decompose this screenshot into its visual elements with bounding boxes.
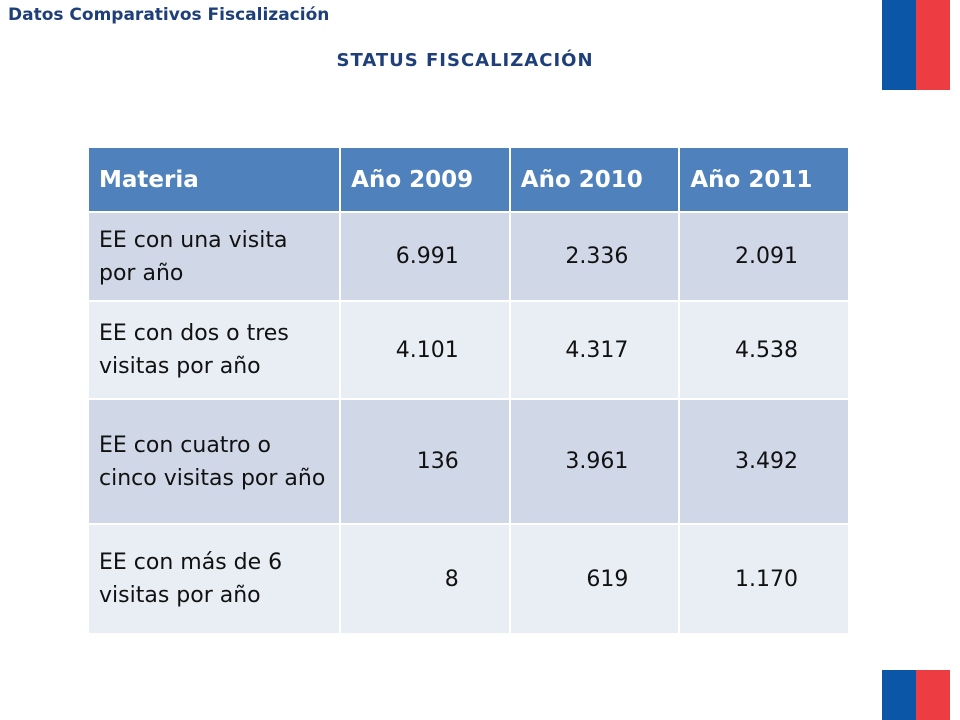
flag-blue-band xyxy=(882,670,916,720)
slide-subtitle: STATUS FISCALIZACIÓN xyxy=(336,50,594,71)
value-2011-cell: 1.170 xyxy=(678,523,850,635)
value-2010-cell: 2.336 xyxy=(508,211,681,302)
value-2010-cell: 3.961 xyxy=(508,398,681,525)
column-header-2009: Año 2009 xyxy=(339,146,511,213)
table-row: EE con cuatro o cinco visitas por año 13… xyxy=(86,398,850,525)
table-row: EE con una visita por año 6.991 2.336 2.… xyxy=(86,211,850,302)
column-header-materia: Materia xyxy=(86,146,342,213)
column-header-2010: Año 2010 xyxy=(508,146,681,213)
flag-red-band xyxy=(916,670,950,720)
materia-cell: EE con más de 6 visitas por año xyxy=(86,523,342,635)
value-2009-cell: 4.101 xyxy=(339,300,511,400)
value-2009-cell: 8 xyxy=(339,523,511,635)
value-2009-cell: 136 xyxy=(339,398,511,525)
flag-stripe-top xyxy=(882,0,950,90)
materia-cell: EE con una visita por año xyxy=(86,211,342,302)
page-title: Datos Comparativos Fiscalización xyxy=(8,5,330,25)
value-2010-cell: 4.317 xyxy=(508,300,681,400)
value-2010-cell: 619 xyxy=(508,523,681,635)
flag-blue-band xyxy=(882,0,916,90)
value-2009-cell: 6.991 xyxy=(339,211,511,302)
value-2011-cell: 4.538 xyxy=(678,300,850,400)
column-header-2011: Año 2011 xyxy=(678,146,850,213)
flag-red-band xyxy=(916,0,950,90)
materia-cell: EE con cuatro o cinco visitas por año xyxy=(86,398,342,525)
table-row: EE con dos o tres visitas por año 4.101 … xyxy=(86,300,850,400)
table-header-row: Materia Año 2009 Año 2010 Año 2011 xyxy=(86,146,850,213)
table-row: EE con más de 6 visitas por año 8 619 1.… xyxy=(86,523,850,635)
value-2011-cell: 2.091 xyxy=(678,211,850,302)
status-table: Materia Año 2009 Año 2010 Año 2011 EE co… xyxy=(86,146,850,635)
flag-stripe-bottom xyxy=(882,670,950,720)
value-2011-cell: 3.492 xyxy=(678,398,850,525)
materia-cell: EE con dos o tres visitas por año xyxy=(86,300,342,400)
